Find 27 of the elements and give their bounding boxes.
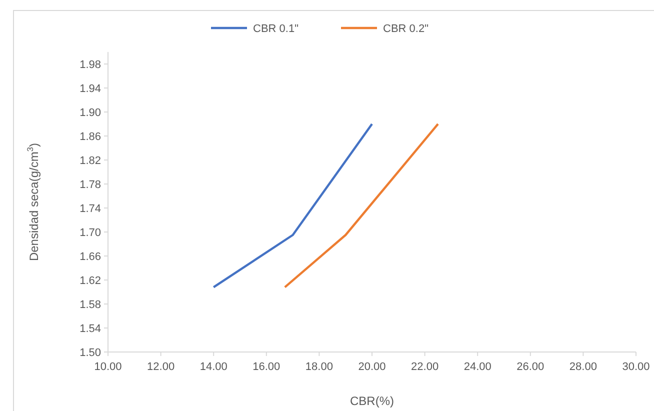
y-tick-label: 1.50 [80, 346, 101, 359]
x-tick-label: 24.00 [464, 361, 492, 373]
y-tick-label: 1.78 [80, 178, 101, 191]
x-tick-label: 22.00 [411, 361, 439, 373]
x-tick-label: 12.00 [147, 361, 175, 373]
x-tick-label: 28.00 [569, 361, 597, 373]
y-tick-label: 1.90 [80, 106, 101, 119]
x-tick-label: 16.00 [252, 361, 280, 373]
x-tick-label: 30.00 [622, 361, 650, 373]
y-tick-label: 1.58 [80, 298, 101, 311]
x-tick-label: 10.00 [94, 361, 122, 373]
legend-label: CBR 0.1" [253, 22, 299, 35]
x-tick-label: 20.00 [358, 361, 386, 373]
y-tick-label: 1.62 [80, 274, 101, 287]
x-axis-title: CBR(%) [350, 394, 394, 408]
y-tick-label: 1.82 [80, 154, 101, 167]
x-tick-label: 26.00 [516, 361, 544, 373]
x-tick-label: 18.00 [305, 361, 333, 373]
y-tick-label: 1.74 [80, 202, 101, 215]
y-tick-label: 1.70 [80, 226, 101, 239]
y-tick-label: 1.86 [80, 130, 101, 143]
x-tick-label: 14.00 [200, 361, 228, 373]
y-tick-label: 1.94 [80, 82, 101, 95]
y-tick-label: 1.98 [80, 58, 101, 71]
legend-label: CBR 0.2" [383, 22, 429, 35]
y-tick-label: 1.54 [80, 322, 101, 335]
y-tick-label: 1.66 [80, 250, 101, 263]
